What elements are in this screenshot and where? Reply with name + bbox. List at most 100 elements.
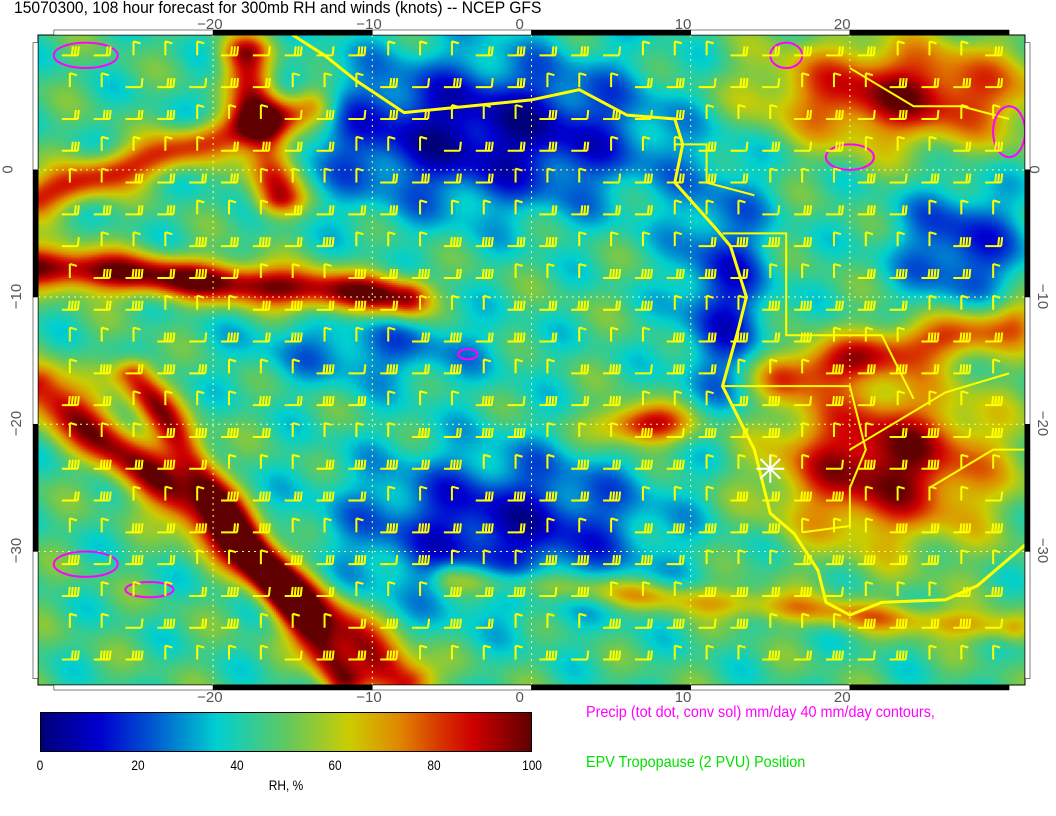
wind-barb bbox=[832, 612, 842, 628]
wind-barb bbox=[125, 618, 144, 629]
wind-barb bbox=[507, 427, 526, 438]
wind-barb bbox=[801, 517, 810, 533]
wind-barb bbox=[164, 485, 173, 501]
wind-barb bbox=[284, 555, 303, 566]
wind-barb bbox=[762, 523, 781, 534]
wind-barb bbox=[889, 650, 908, 661]
rh-colorbar bbox=[40, 712, 532, 752]
wind-barb bbox=[68, 72, 78, 88]
wind-barb bbox=[93, 268, 112, 279]
wind-barb bbox=[953, 364, 972, 375]
wind-barb bbox=[603, 555, 622, 566]
wind-barb bbox=[698, 237, 717, 248]
wind-barb bbox=[316, 141, 335, 152]
wind-barb bbox=[419, 199, 428, 215]
wind-barb bbox=[348, 205, 367, 216]
wind-barb bbox=[928, 199, 937, 215]
wind-barb bbox=[857, 396, 876, 407]
wind-barb bbox=[985, 332, 1004, 343]
wind-barb bbox=[921, 364, 940, 375]
wind-barb bbox=[539, 237, 558, 248]
wind-barb bbox=[61, 300, 80, 311]
wind-barb bbox=[953, 237, 972, 248]
wind-barb bbox=[857, 364, 876, 375]
wind-barb bbox=[228, 103, 237, 119]
lon-tick-label: 20 bbox=[833, 16, 851, 33]
wind-barb bbox=[482, 549, 492, 565]
wind-barb bbox=[603, 491, 622, 502]
wind-barb bbox=[960, 40, 969, 56]
colorbar-label: RH, % bbox=[268, 777, 304, 793]
wind-barb bbox=[189, 618, 208, 629]
lon-tick-label: −10 bbox=[356, 689, 382, 706]
colorbar-tick-label: 0 bbox=[36, 757, 44, 773]
wind-barb bbox=[228, 644, 237, 660]
wind-barb bbox=[189, 364, 208, 375]
wind-barb bbox=[189, 523, 208, 534]
wind-barb bbox=[889, 109, 908, 120]
wind-barb bbox=[825, 205, 844, 216]
wind-barb bbox=[578, 517, 587, 533]
wind-barb bbox=[348, 396, 367, 407]
frame-segment bbox=[690, 684, 851, 691]
wind-barb bbox=[316, 491, 335, 502]
wind-barb bbox=[921, 427, 940, 438]
wind-barb bbox=[832, 517, 842, 533]
wind-barb bbox=[737, 358, 746, 374]
wind-barb bbox=[578, 421, 587, 437]
wind-barb bbox=[928, 135, 937, 151]
wind-barb bbox=[864, 485, 874, 501]
wind-barb bbox=[539, 109, 558, 120]
wind-barb bbox=[992, 549, 1001, 565]
wind-barb bbox=[323, 167, 332, 183]
wind-barb bbox=[539, 586, 558, 597]
lon-tick-label: 0 bbox=[515, 689, 524, 706]
colorbar-tick-label: 40 bbox=[230, 757, 244, 773]
wind-barb bbox=[794, 491, 813, 502]
wind-barb bbox=[832, 262, 842, 278]
wind-barb bbox=[641, 326, 651, 342]
wind-barb bbox=[539, 555, 558, 566]
wind-barb bbox=[698, 427, 717, 438]
wind-barb bbox=[228, 453, 237, 469]
wind-barb bbox=[896, 485, 905, 501]
wind-barb bbox=[953, 586, 972, 597]
wind-barb bbox=[316, 650, 335, 661]
wind-barb bbox=[252, 46, 271, 57]
wind-barb bbox=[992, 453, 1001, 469]
frame-segment bbox=[53, 684, 214, 691]
wind-barb bbox=[252, 491, 271, 502]
wind-barb bbox=[93, 650, 112, 661]
wind-barb bbox=[571, 555, 590, 566]
wind-barb bbox=[387, 326, 396, 342]
wind-barb bbox=[443, 459, 462, 470]
wind-barb bbox=[355, 421, 364, 437]
wind-barb bbox=[889, 173, 908, 184]
wind-barb bbox=[196, 135, 205, 151]
wind-barb bbox=[603, 268, 622, 279]
wind-barb bbox=[896, 135, 905, 151]
wind-barb bbox=[125, 650, 144, 661]
wind-barb bbox=[762, 427, 781, 438]
wind-barb bbox=[889, 555, 908, 566]
wind-barb bbox=[603, 459, 622, 470]
wind-barb bbox=[125, 78, 144, 89]
wind-barb bbox=[762, 332, 781, 343]
wind-barb bbox=[737, 294, 746, 310]
wind-barb bbox=[610, 580, 619, 596]
wind-barb bbox=[284, 332, 303, 343]
wind-barb bbox=[571, 205, 590, 216]
wind-barb bbox=[857, 109, 876, 120]
legend-tropopause: EPV Tropopause (2 PVU) Position bbox=[586, 754, 806, 771]
wind-barb bbox=[889, 523, 908, 534]
wind-barb bbox=[475, 268, 494, 279]
wind-barb bbox=[578, 612, 587, 628]
wind-barb bbox=[259, 549, 269, 565]
wind-barb bbox=[673, 485, 683, 501]
wind-barb bbox=[157, 618, 176, 629]
wind-barb bbox=[578, 72, 587, 88]
wind-barb bbox=[412, 555, 431, 566]
frame-segment bbox=[53, 29, 214, 36]
wind-barb bbox=[641, 485, 651, 501]
wind-barb bbox=[259, 358, 269, 374]
